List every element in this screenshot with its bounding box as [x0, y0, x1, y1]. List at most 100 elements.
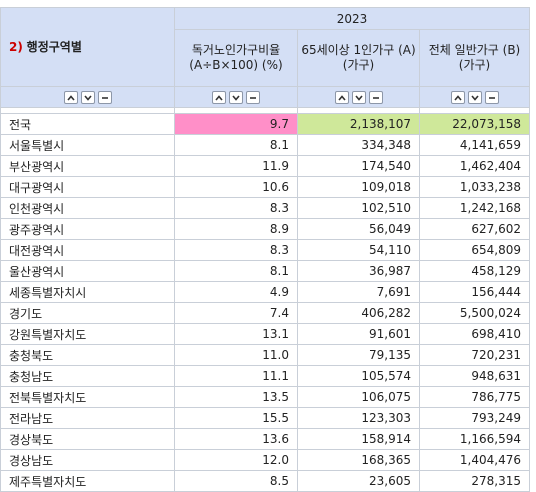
- year-header: 2023: [174, 7, 530, 30]
- total-households-value: 1,033,238: [419, 176, 530, 198]
- table-row: 울산광역시 8.1 36,987 458,129: [0, 260, 530, 282]
- column-header-elderly-households: 65세이상 1인가구 (A) (가구): [297, 29, 420, 87]
- elderly-households-value: 109,018: [297, 176, 420, 198]
- table-row: 강원특별자치도 13.1 91,601 698,410: [0, 323, 530, 345]
- table-row: 부산광역시 11.9 174,540 1,462,404: [0, 155, 530, 177]
- sort-desc-button[interactable]: [467, 91, 482, 104]
- minus-icon: [488, 95, 496, 101]
- corner-number: 2): [9, 40, 23, 54]
- table-row: 대전광역시 8.3 54,110 654,809: [0, 239, 530, 261]
- minus-icon: [101, 95, 109, 101]
- table-row: 인천광역시 8.3 102,510 1,242,168: [0, 197, 530, 219]
- chevron-down-icon: [83, 94, 92, 101]
- total-households-value: 627,602: [419, 218, 530, 240]
- sort-desc-button[interactable]: [229, 91, 243, 104]
- table-row: 충청북도 11.0 79,135 720,231: [0, 344, 530, 366]
- table-row: 세종특별자치시 4.9 7,691 156,444: [0, 281, 530, 303]
- ratio-value: 15.5: [174, 407, 298, 429]
- elderly-households-value: 2,138,107: [297, 113, 420, 135]
- sort-asc-button[interactable]: [450, 91, 465, 104]
- table-body: 전국 9.7 2,138,107 22,073,158 서울특별시 8.1 334,348 4…: [0, 113, 530, 492]
- chevron-down-icon: [354, 94, 363, 101]
- elderly-households-value: 334,348: [297, 134, 420, 156]
- total-households-value: 1,242,168: [419, 197, 530, 219]
- elderly-households-value: 105,574: [297, 365, 420, 387]
- ratio-value: 8.9: [174, 218, 298, 240]
- ratio-value: 8.5: [174, 470, 298, 492]
- region-name: 충청북도: [0, 344, 175, 366]
- chevron-up-icon: [337, 94, 346, 101]
- elderly-households-value: 79,135: [297, 344, 420, 366]
- region-name: 경기도: [0, 302, 175, 324]
- chevron-down-icon: [232, 94, 240, 101]
- region-name: 강원특별자치도: [0, 323, 175, 345]
- elderly-households-value: 406,282: [297, 302, 420, 324]
- column-header-total-households: 전체 일반가구 (B) (가구): [419, 29, 530, 87]
- ratio-value: 8.1: [174, 260, 298, 282]
- ratio-value: 13.5: [174, 386, 298, 408]
- region-name: 전북특별자치도: [0, 386, 175, 408]
- total-households-value: 786,775: [419, 386, 530, 408]
- elderly-households-value: 23,605: [297, 470, 420, 492]
- sort-desc-button[interactable]: [351, 91, 366, 104]
- elderly-controls: [297, 86, 420, 108]
- region-name: 대전광역시: [0, 239, 175, 261]
- elderly-households-value: 56,049: [297, 218, 420, 240]
- minus-icon: [372, 95, 380, 101]
- elderly-households-value: 123,303: [297, 407, 420, 429]
- region-name: 경상남도: [0, 449, 175, 471]
- total-controls: [419, 86, 530, 108]
- column-header-ratio: 독거노인가구비율 (A÷B×100) (%): [174, 29, 298, 87]
- region-controls: [0, 86, 175, 108]
- region-name: 부산광역시: [0, 155, 175, 177]
- table-row: 대구광역시 10.6 109,018 1,033,238: [0, 176, 530, 198]
- total-households-value: 720,231: [419, 344, 530, 366]
- ratio-value: 8.3: [174, 197, 298, 219]
- minus-icon: [249, 95, 257, 101]
- sort-controls-row: [0, 86, 530, 108]
- elderly-households-value: 54,110: [297, 239, 420, 261]
- elderly-households-value: 7,691: [297, 281, 420, 303]
- total-households-value: 948,631: [419, 365, 530, 387]
- total-households-value: 654,809: [419, 239, 530, 261]
- collapse-button[interactable]: [368, 91, 383, 104]
- collapse-button[interactable]: [246, 91, 260, 104]
- region-name: 제주특별자치도: [0, 470, 175, 492]
- total-households-value: 793,249: [419, 407, 530, 429]
- elderly-households-value: 106,075: [297, 386, 420, 408]
- ratio-value: 4.9: [174, 281, 298, 303]
- sort-asc-button[interactable]: [334, 91, 349, 104]
- ratio-value: 13.1: [174, 323, 298, 345]
- region-name: 광주광역시: [0, 218, 175, 240]
- region-name: 경상북도: [0, 428, 175, 450]
- elderly-households-value: 102,510: [297, 197, 420, 219]
- corner-label: 행정구역별: [26, 40, 82, 54]
- table-row: 경상남도 12.0 168,365 1,404,476: [0, 449, 530, 471]
- collapse-button[interactable]: [484, 91, 499, 104]
- region-name: 전라남도: [0, 407, 175, 429]
- total-households-value: 1,166,594: [419, 428, 530, 450]
- total-households-value: 22,073,158: [419, 113, 530, 135]
- collapse-button[interactable]: [97, 91, 112, 104]
- ratio-value: 13.6: [174, 428, 298, 450]
- sort-desc-button[interactable]: [80, 91, 95, 104]
- elderly-households-value: 36,987: [297, 260, 420, 282]
- total-households-value: 1,462,404: [419, 155, 530, 177]
- region-name: 세종특별자치시: [0, 281, 175, 303]
- ratio-value: 11.9: [174, 155, 298, 177]
- table-row: 경기도 7.4 406,282 5,500,024: [0, 302, 530, 324]
- region-name: 충청남도: [0, 365, 175, 387]
- table-row: 충청남도 11.1 105,574 948,631: [0, 365, 530, 387]
- corner-header: 2) 행정구역별: [0, 7, 175, 87]
- chevron-up-icon: [453, 94, 462, 101]
- ratio-value: 9.7: [174, 113, 298, 135]
- statistics-table: 2) 행정구역별 2023 독거노인가구비율 (A÷B×100) (%) 65세…: [0, 7, 530, 492]
- chevron-down-icon: [470, 94, 479, 101]
- region-name: 울산광역시: [0, 260, 175, 282]
- total-households-value: 5,500,024: [419, 302, 530, 324]
- sort-asc-button[interactable]: [63, 91, 78, 104]
- total-households-value: 1,404,476: [419, 449, 530, 471]
- region-name: 인천광역시: [0, 197, 175, 219]
- total-households-value: 4,141,659: [419, 134, 530, 156]
- sort-asc-button[interactable]: [212, 91, 226, 104]
